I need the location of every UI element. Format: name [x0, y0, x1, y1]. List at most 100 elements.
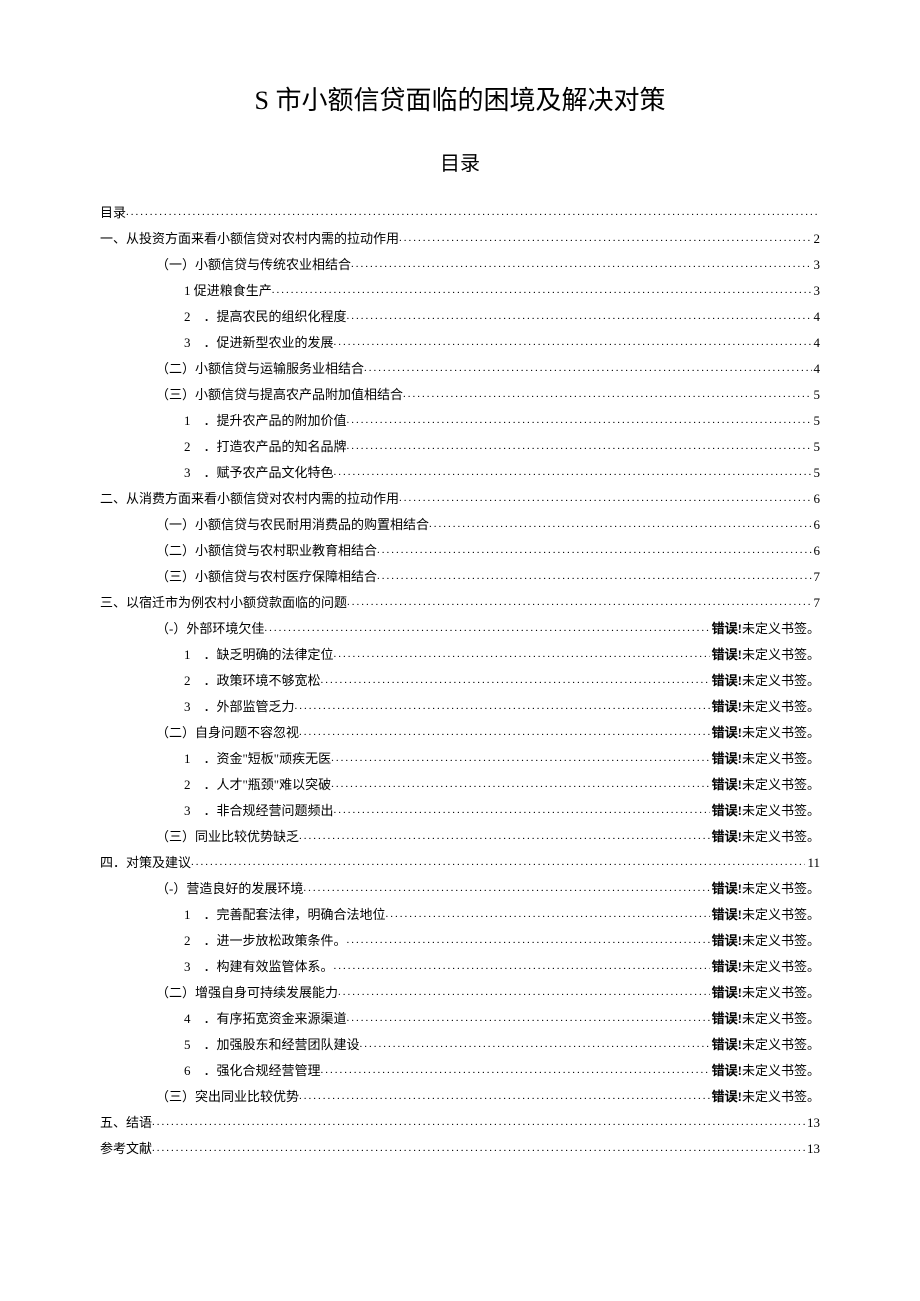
- toc-entry-page: 错误!未定义书签。: [710, 746, 820, 772]
- toc-entry-page: 错误!未定义书签。: [710, 954, 820, 980]
- toc-entry-text: 1 ．提升农产品的附加价值: [184, 408, 347, 434]
- error-bookmark-prefix: 错误!: [712, 959, 742, 974]
- toc-leader-dots: ........................................…: [386, 903, 710, 925]
- toc-leader-dots: ........................................…: [351, 253, 811, 275]
- toc-leader-dots: ........................................…: [152, 1137, 805, 1159]
- toc-leader-dots: ........................................…: [334, 461, 812, 483]
- toc-entry-text: （三）突出同业比较优势: [156, 1084, 299, 1110]
- toc-entry: （三）小额信贷与提高农产品附加值相结合.....................…: [100, 382, 820, 408]
- toc-entry-text: （二）小额信贷与运输服务业相结合: [156, 356, 364, 382]
- toc-entry-page: 5: [812, 408, 821, 434]
- toc-entry-text: 五、结语: [100, 1110, 152, 1136]
- toc-leader-dots: ........................................…: [347, 305, 812, 327]
- toc-entry: 3 ．外部监管乏力...............................…: [100, 694, 820, 720]
- toc-leader-dots: ........................................…: [299, 721, 710, 743]
- toc-leader-dots: ........................................…: [429, 513, 811, 535]
- toc-entry-page: 错误!未定义书签。: [710, 668, 820, 694]
- toc-leader-dots: ........................................…: [399, 227, 811, 249]
- toc-entry-page: 2: [812, 226, 821, 252]
- toc-entry-page: 7: [812, 564, 821, 590]
- toc-entry-page: 错误!未定义书签。: [710, 1006, 820, 1032]
- toc-entry: 2 ．提高农民的组织化程度...........................…: [100, 304, 820, 330]
- toc-entry-text: （-）营造良好的发展环境: [156, 876, 303, 902]
- toc-entry-page: 错误!未定义书签。: [710, 798, 820, 824]
- toc-entry: 1 促进粮食生产................................…: [100, 278, 820, 304]
- toc-entry: 参考文献....................................…: [100, 1136, 820, 1162]
- toc-entry: 五、结语....................................…: [100, 1110, 820, 1136]
- toc-entry-text: （-）外部环境欠佳: [156, 616, 264, 642]
- error-bookmark-prefix: 错误!: [712, 985, 742, 1000]
- error-bookmark-suffix: 未定义书签。: [742, 621, 820, 636]
- toc-entry-page: 4: [812, 330, 821, 356]
- toc-entry-text: 3 ．促进新型农业的发展: [184, 330, 334, 356]
- error-bookmark-prefix: 错误!: [712, 777, 742, 792]
- error-bookmark-suffix: 未定义书签。: [742, 673, 820, 688]
- toc-entry: 四．对策及建议.................................…: [100, 850, 820, 876]
- toc-entry-text: （三）小额信贷与提高农产品附加值相结合: [156, 382, 403, 408]
- error-bookmark-prefix: 错误!: [712, 1063, 742, 1078]
- toc-entry: （一）小额信贷与农民耐用消费品的购置相结合...................…: [100, 512, 820, 538]
- toc-entry-page: 错误!未定义书签。: [710, 642, 820, 668]
- error-bookmark-suffix: 未定义书签。: [742, 777, 820, 792]
- toc-entry-page: 5: [812, 434, 821, 460]
- toc-entry-page: 错误!未定义书签。: [710, 876, 820, 902]
- toc-entry-page: 错误!未定义书签。: [710, 694, 820, 720]
- toc-entry-text: 3 ．外部监管乏力: [184, 694, 295, 720]
- toc-leader-dots: ........................................…: [403, 383, 811, 405]
- toc-entry-text: 三、以宿迁市为例农村小额贷款面临的问题: [100, 590, 347, 616]
- toc-leader-dots: ........................................…: [264, 617, 709, 639]
- toc-entry: （二）小额信贷与运输服务业相结合........................…: [100, 356, 820, 382]
- toc-entry: （二）自身问题不容忽视.............................…: [100, 720, 820, 746]
- toc-leader-dots: ........................................…: [377, 539, 811, 561]
- toc-leader-dots: ........................................…: [152, 1111, 805, 1133]
- document-title: S 市小额信贷面临的困境及解决对策: [100, 80, 820, 117]
- toc-entry-text: 5 ．加强股东和经营团队建设: [184, 1032, 360, 1058]
- toc-heading: 目录: [100, 147, 820, 176]
- error-bookmark-suffix: 未定义书签。: [742, 985, 820, 1000]
- toc-entry-page: 错误!未定义书签。: [710, 928, 820, 954]
- toc-leader-dots: ........................................…: [347, 929, 710, 951]
- error-bookmark-suffix: 未定义书签。: [742, 933, 820, 948]
- error-bookmark-prefix: 错误!: [712, 673, 742, 688]
- toc-entry-page: 错误!未定义书签。: [710, 902, 820, 928]
- toc-entry-text: 2 ．进一步放松政策条件。: [184, 928, 347, 954]
- toc-entry-text: 2 ．提高农民的组织化程度: [184, 304, 347, 330]
- toc-entry-text: 3 ．构建有效监管体系。: [184, 954, 334, 980]
- toc-entry: 二、从消费方面来看小额信贷对农村内需的拉动作用.................…: [100, 486, 820, 512]
- toc-leader-dots: ........................................…: [399, 487, 811, 509]
- toc-entry-page: 7: [812, 590, 821, 616]
- error-bookmark-prefix: 错误!: [712, 647, 742, 662]
- toc-leader-dots: ........................................…: [191, 851, 805, 873]
- toc-entry: 1 ．完善配套法律，明确合法地位........................…: [100, 902, 820, 928]
- toc-leader-dots: ........................................…: [360, 1033, 710, 1055]
- toc-entry-text: 二、从消费方面来看小额信贷对农村内需的拉动作用: [100, 486, 399, 512]
- toc-leader-dots: ........................................…: [272, 279, 812, 301]
- toc-entry: 3 ．促进新型农业的发展............................…: [100, 330, 820, 356]
- toc-entry-text: 1 ．缺乏明确的法律定位: [184, 642, 334, 668]
- toc-entry: （-）外部环境欠佳...............................…: [100, 616, 820, 642]
- toc-entry-text: （三）小额信贷与农村医疗保障相结合: [156, 564, 377, 590]
- toc-entry: 2 ．打造农产品的知名品牌...........................…: [100, 434, 820, 460]
- toc-leader-dots: ........................................…: [347, 591, 811, 613]
- toc-entry: 1 ．缺乏明确的法律定位............................…: [100, 642, 820, 668]
- toc-leader-dots: ........................................…: [334, 799, 710, 821]
- toc-leader-dots: ........................................…: [321, 1059, 710, 1081]
- toc-entry-page: 5: [812, 382, 821, 408]
- toc-leader-dots: ........................................…: [347, 409, 812, 431]
- toc-entry-page: 5: [812, 460, 821, 486]
- toc-entry-page: 错误!未定义书签。: [710, 720, 820, 746]
- toc-leader-dots: ........................................…: [377, 565, 811, 587]
- error-bookmark-suffix: 未定义书签。: [742, 725, 820, 740]
- error-bookmark-prefix: 错误!: [712, 933, 742, 948]
- toc-leader-dots: ........................................…: [295, 695, 710, 717]
- toc-entry: （三）同业比较优势缺乏.............................…: [100, 824, 820, 850]
- toc-entry-page: 6: [812, 538, 821, 564]
- toc-entry-text: （二）增强自身可持续发展能力: [156, 980, 338, 1006]
- error-bookmark-prefix: 错误!: [712, 621, 742, 636]
- toc-entry: （一）小额信贷与传统农业相结合.........................…: [100, 252, 820, 278]
- toc-entry: 2 ．政策环境不够宽松.............................…: [100, 668, 820, 694]
- toc-entry: 目录......................................…: [100, 200, 820, 226]
- toc-leader-dots: ........................................…: [347, 435, 812, 457]
- error-bookmark-suffix: 未定义书签。: [742, 647, 820, 662]
- error-bookmark-suffix: 未定义书签。: [742, 1011, 820, 1026]
